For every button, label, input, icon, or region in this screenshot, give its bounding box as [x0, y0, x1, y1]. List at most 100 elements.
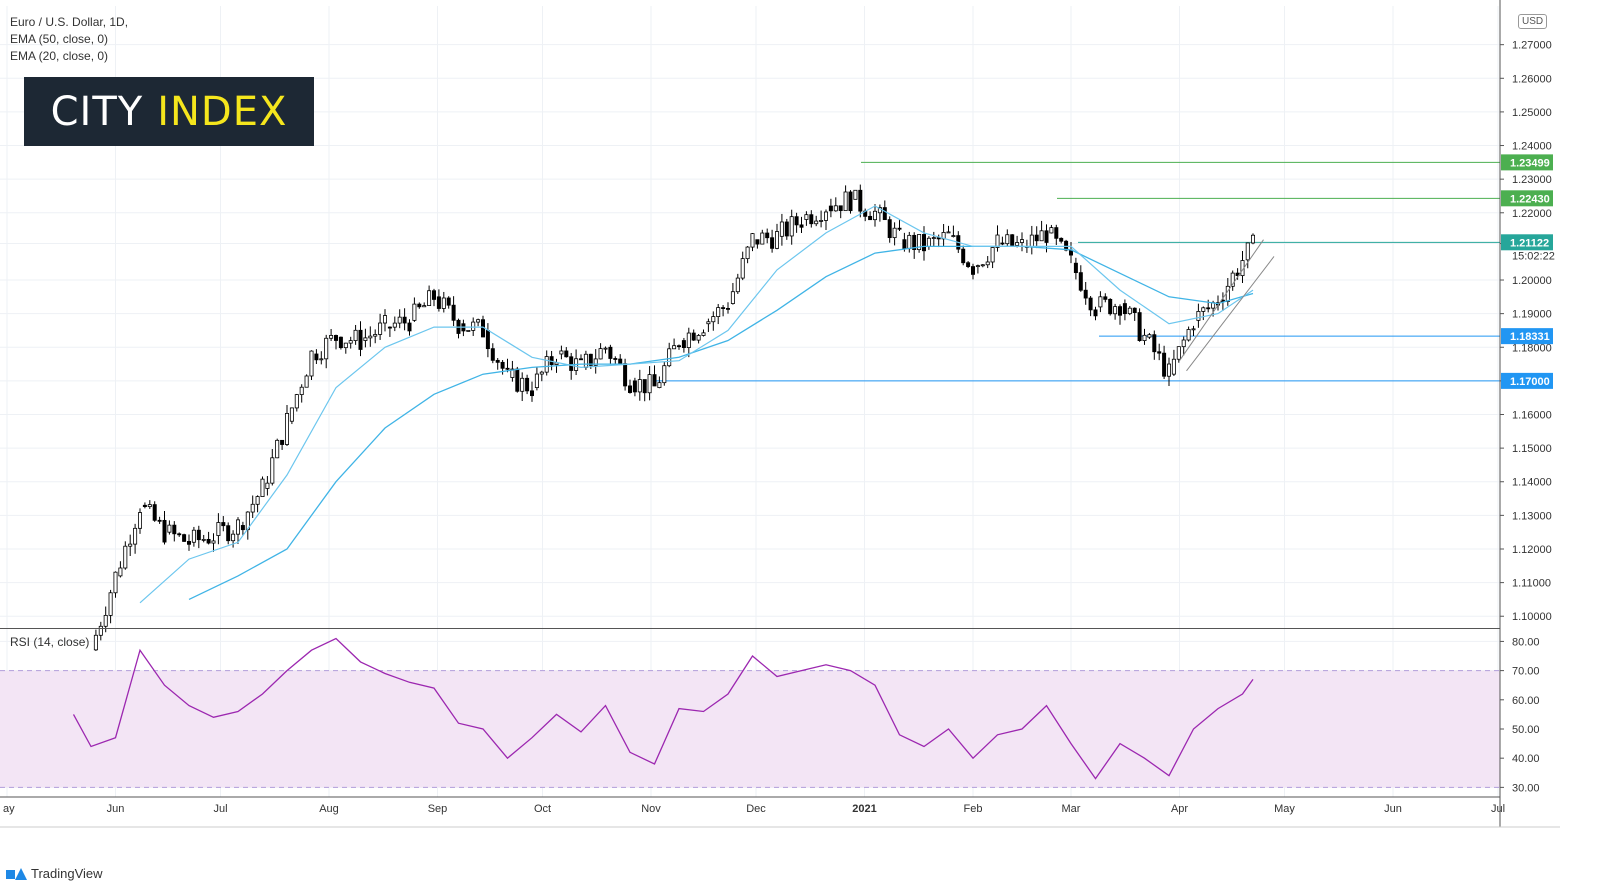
- candle-body: [378, 322, 383, 335]
- candle-body: [392, 322, 397, 328]
- candle-body: [201, 538, 206, 541]
- x-tick-label: Aug: [319, 803, 339, 815]
- price-tick-label: 1.15000: [1512, 443, 1552, 455]
- candle-body: [735, 277, 740, 293]
- candle-body: [1034, 234, 1039, 242]
- candle-body: [451, 304, 456, 321]
- candle-body: [431, 290, 436, 300]
- candle-body: [530, 390, 535, 397]
- candle-body: [314, 353, 319, 361]
- candle-body: [902, 239, 907, 250]
- candle-body: [1132, 307, 1137, 314]
- tradingview-label: TradingView: [31, 866, 103, 881]
- candle-body: [1093, 309, 1098, 317]
- price-tick-label: 1.25000: [1512, 107, 1552, 119]
- candle-body: [373, 334, 378, 337]
- candle-body: [1196, 311, 1201, 321]
- candle-body: [108, 592, 113, 616]
- candle-body: [368, 335, 373, 339]
- candle-body: [1083, 289, 1088, 299]
- candle-body: [971, 266, 976, 275]
- candle-body: [1142, 334, 1147, 342]
- candle-body: [868, 215, 873, 221]
- tradingview-footer[interactable]: TradingView: [6, 866, 103, 881]
- candle-body: [730, 291, 735, 304]
- candle-body: [897, 227, 902, 230]
- candle-body: [137, 512, 142, 529]
- price-tick-label: 1.27000: [1512, 40, 1552, 52]
- candle-body: [887, 219, 892, 239]
- candle-body: [319, 358, 324, 361]
- candle-body: [329, 335, 334, 339]
- candle-body: [343, 342, 348, 349]
- logo-part2: INDEX: [157, 88, 288, 135]
- candle-body: [1201, 307, 1206, 312]
- candle-body: [922, 234, 927, 252]
- candle-body: [1073, 262, 1078, 274]
- candle-body: [402, 316, 407, 324]
- price-label: 1.18331: [1510, 331, 1550, 343]
- candle-body: [765, 232, 770, 239]
- candle-body: [1108, 298, 1113, 315]
- candle-body: [1152, 334, 1157, 353]
- candle-body: [309, 350, 314, 377]
- ema20-line: [139, 205, 1254, 604]
- candle-body: [1122, 303, 1127, 315]
- candle-body: [657, 382, 662, 389]
- candle-body: [1029, 234, 1034, 248]
- candle-body: [1157, 351, 1162, 354]
- candle-body: [103, 614, 108, 627]
- candle-body: [534, 373, 539, 389]
- candle-body: [819, 220, 824, 222]
- candle-body: [980, 264, 985, 267]
- candle-body: [407, 322, 412, 332]
- candle-body: [191, 529, 196, 543]
- candle-body: [289, 407, 294, 422]
- candle-body: [1088, 297, 1093, 311]
- candle-body: [1162, 352, 1167, 377]
- candle-body: [995, 234, 1000, 248]
- candle-body: [1049, 227, 1054, 234]
- candle-body: [828, 205, 833, 212]
- candle-body: [809, 214, 814, 225]
- rsi-line: [72, 637, 1254, 780]
- rsi-band: [0, 670, 1500, 788]
- series-layer: [72, 184, 1275, 780]
- candle-body: [740, 258, 745, 279]
- candle-body: [1000, 242, 1005, 245]
- rsi-tick-label: 40.00: [1512, 753, 1540, 765]
- candle-body: [784, 221, 789, 237]
- candle-body: [990, 247, 995, 263]
- candle-body: [231, 533, 236, 542]
- currency-badge[interactable]: USD: [1518, 14, 1548, 29]
- x-tick-label: Sep: [428, 803, 448, 815]
- price-label-box: [1501, 328, 1553, 345]
- candle-body: [814, 220, 819, 225]
- candle-body: [750, 233, 755, 248]
- candle-body: [892, 227, 897, 239]
- candle-body: [525, 377, 530, 392]
- price-label: 1.21122: [1510, 237, 1549, 249]
- x-tick-label: ay: [3, 803, 15, 815]
- candle-body: [147, 504, 152, 508]
- candle-body: [510, 368, 515, 378]
- tradingview-icon: [6, 867, 27, 880]
- candle-body: [1206, 307, 1211, 310]
- candle-body: [1181, 339, 1186, 348]
- candle-body: [177, 533, 182, 536]
- candle-body: [128, 543, 133, 547]
- channel-upper: [1179, 239, 1264, 361]
- candle-body: [495, 359, 500, 363]
- candle-body: [324, 337, 329, 360]
- candle-body: [162, 519, 167, 543]
- candle-body: [436, 296, 441, 309]
- price-tick-label: 1.16000: [1512, 410, 1552, 422]
- candle-body: [422, 305, 427, 308]
- city-index-logo: CITY INDEX: [24, 77, 314, 146]
- candle-body: [196, 529, 201, 541]
- candle-body: [789, 216, 794, 237]
- candle-body: [186, 541, 191, 545]
- candle-body: [917, 234, 922, 250]
- channel-lower: [1186, 256, 1275, 372]
- candle-body: [333, 335, 338, 341]
